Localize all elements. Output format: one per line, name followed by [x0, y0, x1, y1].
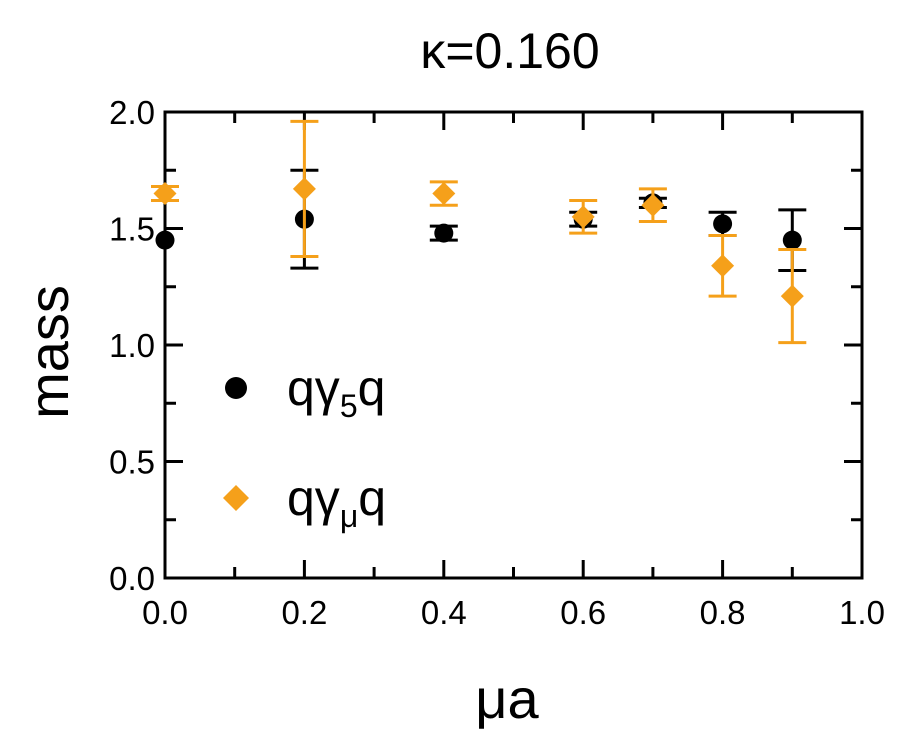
series-2 — [151, 119, 807, 345]
x-tick-label: 0.2 — [281, 594, 327, 631]
x-axis-label: μa — [475, 667, 539, 730]
y-tick-label: 2.0 — [109, 94, 155, 131]
plot-frame — [163, 110, 864, 580]
series-layer — [151, 119, 807, 345]
x-tick-label: 0.8 — [700, 594, 746, 631]
y-tick-label: 0.5 — [109, 444, 155, 481]
data-point — [780, 284, 804, 308]
y-tick-label: 1.0 — [109, 327, 155, 364]
axis-tick-labels: 0.0 0.2 0.4 0.6 0.8 1.0 0.0 0.5 1.0 1.5 2.0 — [109, 94, 885, 631]
data-point — [782, 230, 802, 250]
chart-title: κ=0.160 — [420, 23, 599, 79]
legend-label: qγ5q — [287, 360, 385, 424]
data-point — [153, 182, 177, 206]
legend-marker — [223, 485, 249, 511]
data-point — [292, 177, 316, 201]
data-point — [711, 254, 735, 278]
legend-marker — [225, 377, 247, 399]
y-tick-label: 1.5 — [109, 211, 155, 248]
data-point — [713, 214, 733, 234]
x-tick-label: 0.4 — [421, 594, 467, 631]
data-point — [641, 193, 665, 217]
x-tick-label: 0.6 — [560, 594, 606, 631]
data-point — [571, 205, 595, 229]
data-point — [432, 182, 456, 206]
y-axis-label: mass — [17, 285, 80, 419]
data-point — [155, 230, 175, 250]
y-tick-label: 0.0 — [109, 560, 155, 597]
legend-label: qγμq — [287, 470, 386, 534]
legend: qγ5q qγμq — [223, 360, 386, 534]
x-tick-label: 1.0 — [839, 594, 885, 631]
axis-ticks — [163, 110, 864, 580]
data-point — [434, 223, 454, 243]
x-tick-label: 0.0 — [142, 594, 188, 631]
series-1 — [155, 168, 807, 272]
